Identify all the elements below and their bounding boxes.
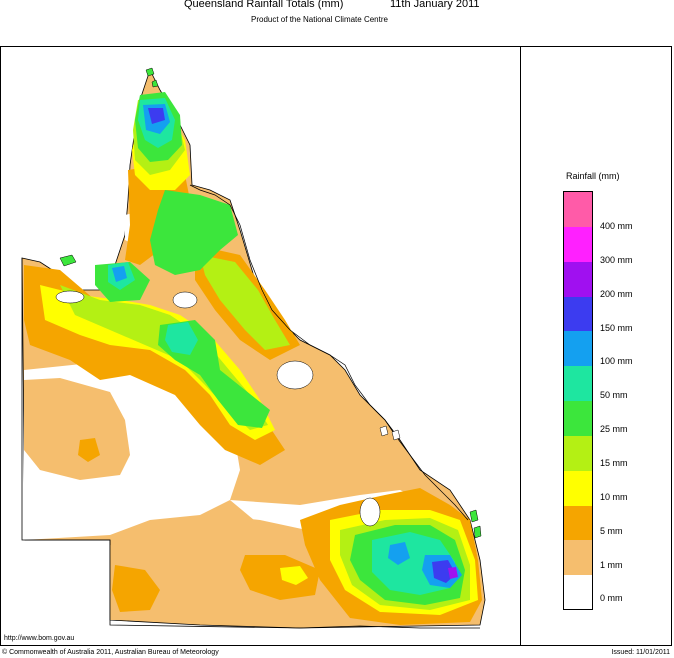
island-east [469,509,479,523]
legend-swatch [564,192,592,227]
legend-swatch [564,366,592,402]
zone-150mm-peninsula [148,108,165,124]
legend-label: 25 mm [600,424,628,435]
dry-spot-south [359,497,381,527]
zone-1mm-southwest [24,378,130,480]
zone-200mm-southeast [448,567,458,579]
footer-url: http://www.bom.gov.au [4,635,75,642]
title-text: Queensland Rainfall Totals (mm) [184,0,344,10]
legend-label: 5 mm [600,525,623,536]
island-north-2 [151,79,159,88]
legend-label: 1 mm [600,559,623,570]
island-east-3 [379,425,389,437]
legend-swatch [564,540,592,576]
map-header: Queensland Rainfall Totals (mm) 11th Jan… [0,0,674,44]
island-gulf [59,254,77,267]
map-title: Queensland Rainfall Totals (mm) 11th Jan… [184,0,480,10]
legend-label: 15 mm [600,457,628,468]
legend-swatch [564,575,592,610]
legend-swatch [564,296,592,332]
legend-label: 0 mm [600,593,623,604]
zone-15mm-coast [200,255,290,350]
zone-10mm-south-spot [280,566,308,585]
legend-swatch [564,435,592,471]
legend-label: 100 mm [600,356,633,367]
zone-100mm-southeast [388,542,410,565]
zone-100mm-gulf [112,266,127,282]
dry-spot-inland [172,291,198,309]
state-border [21,258,480,629]
zone-50mm-inland [165,322,198,355]
island-east-4 [391,429,401,441]
legend-swatch [564,401,592,436]
footer-copyright: © Commonwealth of Australia 2011, Austra… [2,649,219,656]
legend-swatch [564,331,592,367]
title-date: 11th January 2011 [390,0,480,10]
legend-label: 50 mm [600,390,628,401]
legend-label: 400 mm [600,221,633,231]
map-frame [0,46,672,646]
zone-25mm-peninsula [150,190,238,275]
legend-label: 300 mm [600,254,633,265]
legend-divider [520,46,521,646]
legend-label: 10 mm [600,491,628,502]
legend-title: Rainfall (mm) [566,171,620,181]
legend-swatch [564,261,592,297]
dry-spot-gulf [55,290,85,304]
legend-label: 200 mm [600,288,633,299]
legend-swatch [564,505,592,541]
island-north [145,67,155,77]
footer-issued: Issued: 11/01/2011 [611,649,670,656]
legend-swatch [564,226,592,262]
dry-spot-coast [276,360,314,390]
map-subtitle: Product of the National Climate Centre [251,15,388,24]
legend-label: 150 mm [600,322,633,333]
zone-5mm-sw-blob [112,565,160,612]
island-east-2 [473,525,482,539]
legend-swatch [564,470,592,506]
east-coastline [189,184,469,521]
zone-5mm-west-spot [78,438,100,462]
legend-color-bar [563,191,593,611]
